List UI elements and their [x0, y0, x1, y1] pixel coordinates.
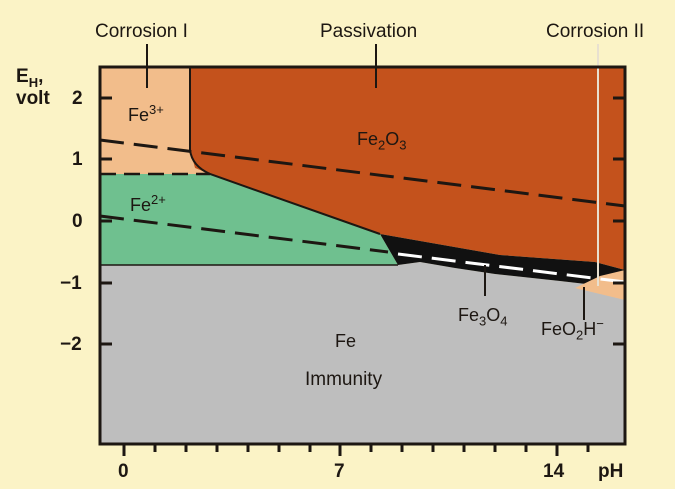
y-ticks-left — [100, 96, 112, 346]
corrosion-1-label: Corrosion I — [95, 21, 188, 42]
y-ticks-right — [613, 96, 625, 346]
immunity-label: Immunity — [305, 369, 383, 390]
y-label-e: E — [16, 66, 29, 87]
y-tick-label: 0 — [72, 211, 83, 232]
fe3-region — [100, 67, 210, 174]
corrosion-2-label: Corrosion II — [546, 21, 645, 42]
fe2-region — [100, 174, 398, 265]
y-axis-label: EH, volt — [16, 66, 50, 110]
x-tick-label: 7 — [334, 461, 345, 482]
x-tick-label: 14 — [543, 461, 565, 482]
x-ticks-bottom — [122, 444, 590, 456]
feo2h-region — [575, 270, 625, 300]
feo2h-label: FeO2H− — [541, 316, 604, 343]
hydrogen-line-white — [397, 252, 626, 284]
x-tick-label: 0 — [118, 461, 129, 482]
y-tick-label: −1 — [60, 273, 82, 294]
magnetite-band — [380, 234, 625, 289]
passivation-label: Passivation — [320, 21, 418, 42]
x-axis-label: pH — [598, 461, 624, 482]
passivation-region — [190, 67, 625, 270]
fe-label: Fe — [335, 331, 357, 351]
fe3o4-label: Fe3O4 — [458, 305, 508, 329]
fe2-label: Fe2+ — [130, 192, 166, 215]
hydrogen-line — [99, 214, 389, 254]
fe2o3-label: Fe2O3 — [357, 129, 407, 153]
y-tick-label: 2 — [72, 88, 83, 109]
y-tick-label: −2 — [60, 334, 82, 355]
y-label-comma: , — [38, 66, 44, 87]
fe3-label: Fe3+ — [128, 102, 164, 125]
immunity-region — [100, 262, 625, 444]
plot-frame — [98, 65, 627, 446]
oxygen-line — [99, 138, 626, 208]
y-label-sub: H — [28, 74, 39, 90]
y-tick-label: 1 — [72, 149, 83, 170]
fe3-passivation-boundary — [189, 67, 381, 235]
y-label-unit: volt — [16, 87, 50, 109]
